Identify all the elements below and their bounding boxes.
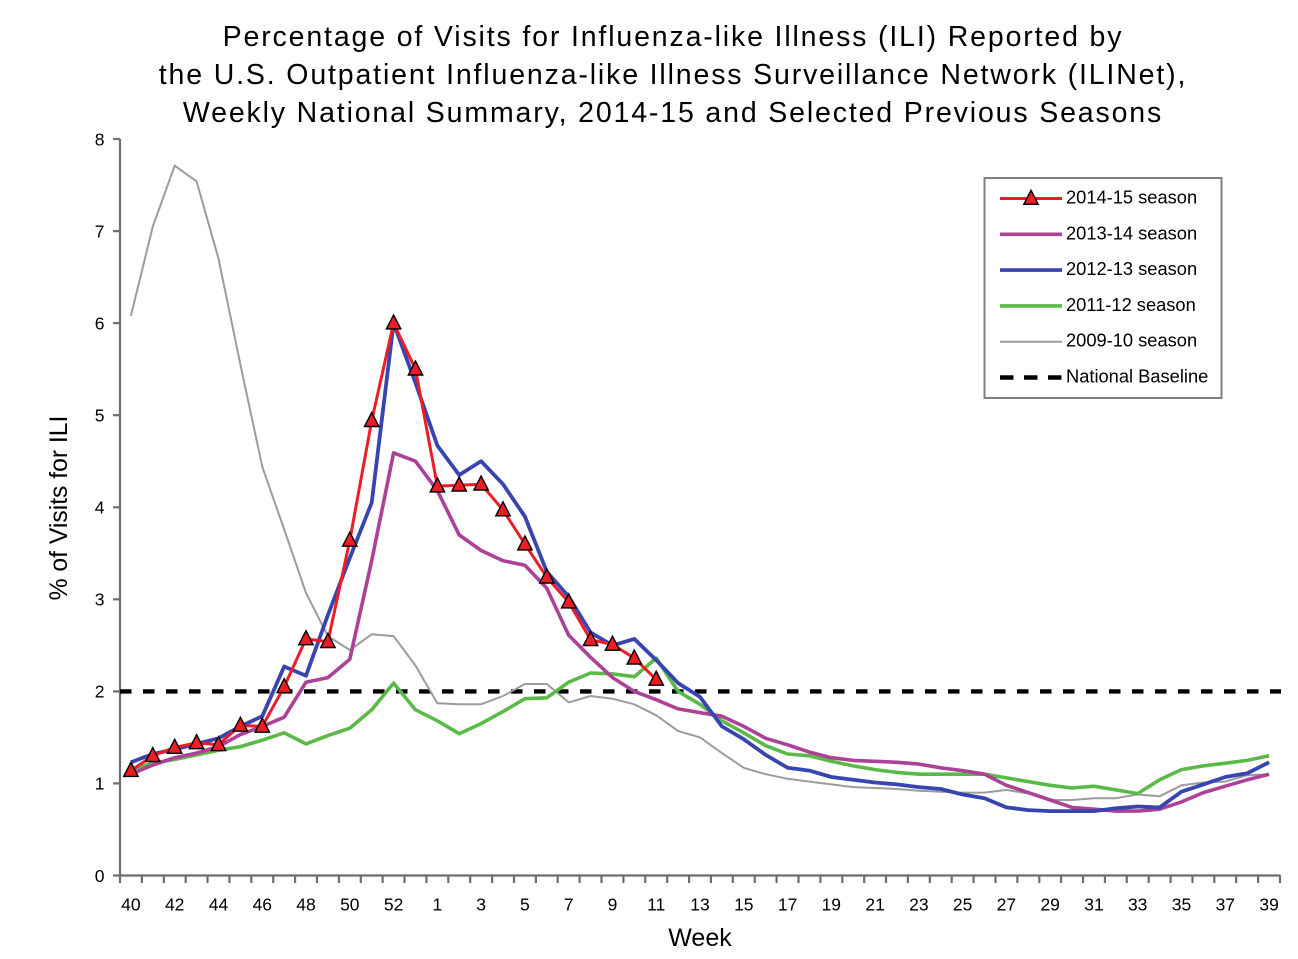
svg-text:40: 40: [121, 895, 141, 915]
svg-text:48: 48: [296, 895, 315, 915]
svg-text:17: 17: [778, 895, 797, 915]
svg-text:5: 5: [95, 406, 105, 426]
svg-text:27: 27: [997, 895, 1016, 915]
svg-text:46: 46: [253, 895, 272, 915]
svg-text:3: 3: [95, 590, 105, 610]
svg-text:2009-10 season: 2009-10 season: [1066, 330, 1197, 351]
svg-text:National Baseline: National Baseline: [1066, 366, 1208, 387]
svg-text:1: 1: [95, 774, 105, 794]
svg-text:Week: Week: [668, 924, 732, 952]
svg-text:0: 0: [95, 866, 105, 886]
svg-text:Percentage of Visits for Influ: Percentage of Visits for Influenza-like …: [223, 21, 1124, 53]
svg-text:37: 37: [1216, 895, 1235, 915]
svg-text:52: 52: [384, 895, 403, 915]
svg-text:2011-12 season: 2011-12 season: [1066, 294, 1196, 315]
svg-text:4: 4: [95, 498, 105, 518]
svg-text:1: 1: [433, 895, 443, 915]
svg-text:% of Visits for ILI: % of Visits for ILI: [46, 416, 73, 601]
svg-text:2013-14 season: 2013-14 season: [1066, 222, 1197, 243]
svg-text:15: 15: [734, 895, 753, 915]
svg-text:50: 50: [340, 895, 360, 915]
svg-text:39: 39: [1259, 895, 1278, 915]
svg-text:19: 19: [822, 895, 841, 915]
svg-text:7: 7: [95, 221, 105, 241]
svg-text:25: 25: [953, 895, 972, 915]
svg-text:33: 33: [1128, 895, 1147, 915]
svg-text:5: 5: [520, 895, 530, 915]
svg-text:2014-15 season: 2014-15 season: [1066, 187, 1197, 208]
svg-text:9: 9: [608, 895, 618, 915]
svg-text:2: 2: [95, 682, 105, 702]
svg-text:2012-13 season: 2012-13 season: [1066, 258, 1197, 279]
svg-text:7: 7: [564, 895, 574, 915]
svg-text:11: 11: [647, 895, 665, 915]
svg-text:3: 3: [476, 895, 486, 915]
svg-text:6: 6: [95, 313, 105, 333]
svg-text:13: 13: [690, 895, 709, 915]
svg-text:Weekly National Summary, 2014-: Weekly National Summary, 2014-15 and Sel…: [183, 97, 1163, 129]
svg-text:35: 35: [1172, 895, 1191, 915]
svg-text:42: 42: [165, 895, 184, 915]
svg-text:21: 21: [865, 895, 884, 915]
svg-text:8: 8: [95, 129, 105, 149]
svg-text:the U.S. Outpatient Influenza-: the U.S. Outpatient Influenza-like Illne…: [159, 59, 1187, 91]
svg-text:44: 44: [209, 895, 229, 915]
svg-text:23: 23: [909, 895, 928, 915]
svg-text:31: 31: [1084, 895, 1103, 915]
svg-text:29: 29: [1040, 895, 1059, 915]
